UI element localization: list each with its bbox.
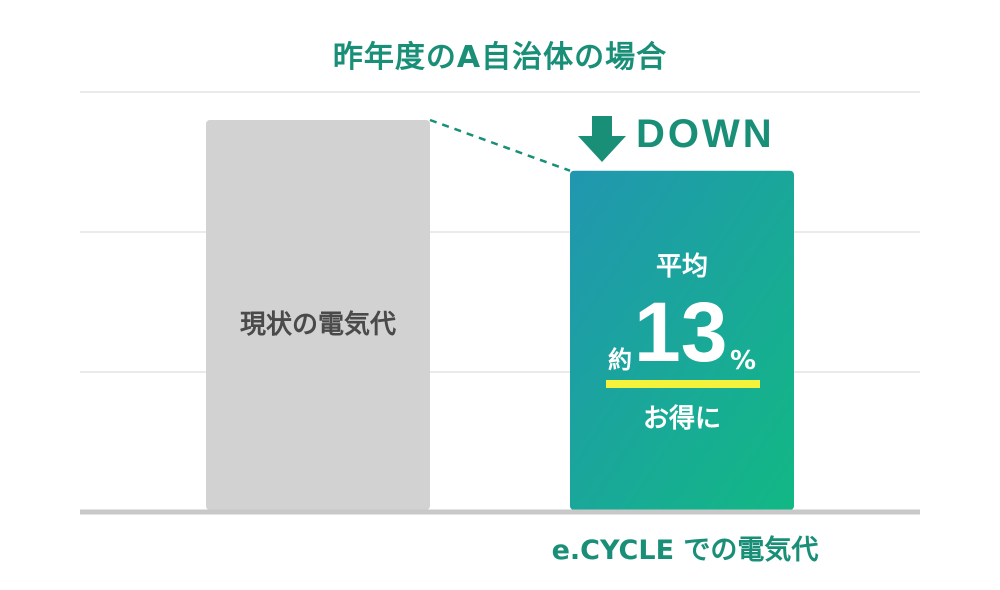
bar-label-ecycle: e.CYCLE での電気代 [551,535,819,566]
chart-title: 昨年度のA自治体の場合 [332,40,668,75]
down-label: DOWN [636,112,775,156]
savings-approx: 約 [608,346,632,374]
reduction-dashed-connector [429,118,571,172]
highlight-underline [606,380,760,388]
savings-prefix: 平均 [655,252,708,282]
savings-callout: 平均 約 13 % お得に [570,250,794,436]
savings-row: 約 13 % [570,285,794,380]
savings-percent-value: 13 [634,285,728,379]
savings-percent-unit: % [730,346,757,376]
bar-ecycle [570,170,794,510]
bar-label-current: 現状の電気代 [239,310,396,340]
savings-suffix: お得に [642,404,721,434]
down-arrow-icon [578,116,626,162]
bar-current [206,120,430,510]
